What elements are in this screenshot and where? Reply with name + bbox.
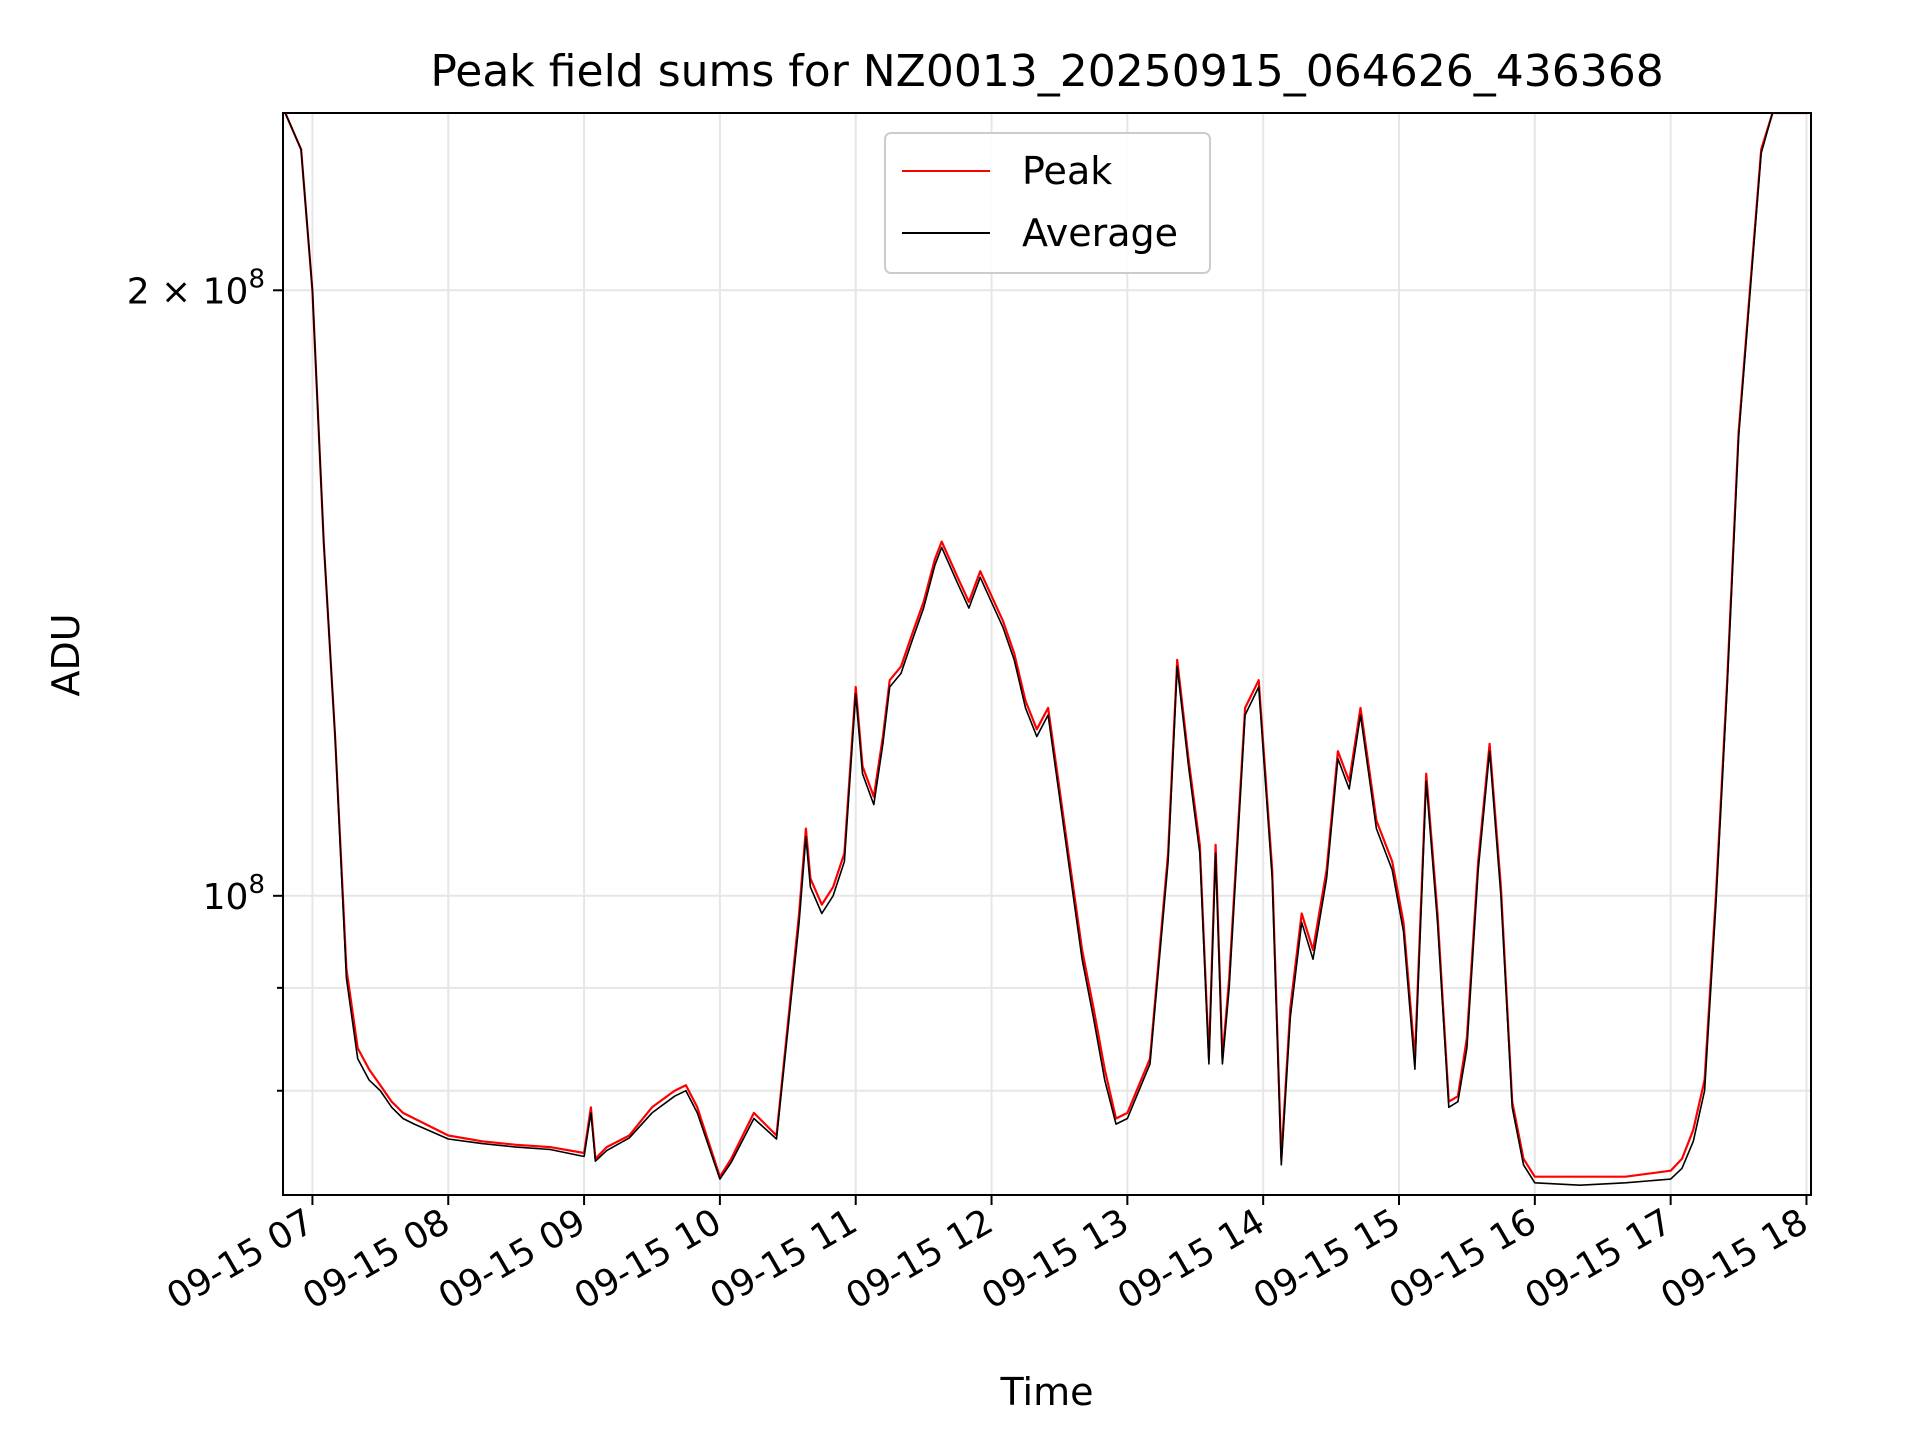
legend-box: [884, 132, 1211, 274]
series-line-average: [284, 113, 1807, 1186]
legend-label-peak: Peak: [1022, 149, 1112, 193]
x-axis-label: Time: [1000, 1370, 1094, 1414]
grid-lines: [283, 113, 1811, 1195]
legend-label-average: Average: [1022, 211, 1178, 255]
y-axis: 108 2 × 108: [127, 264, 283, 1092]
chart-title: Peak field sums for NZ0013_20250915_0646…: [430, 46, 1663, 97]
y-axis-label: ADU: [44, 613, 88, 696]
y-tick-label: 2 × 108: [127, 264, 265, 312]
y-tick-label: 108: [203, 870, 265, 918]
series-layer: [284, 113, 1807, 1186]
plot-frame: [282, 112, 1812, 1196]
legend: Peak Average: [884, 132, 1211, 274]
